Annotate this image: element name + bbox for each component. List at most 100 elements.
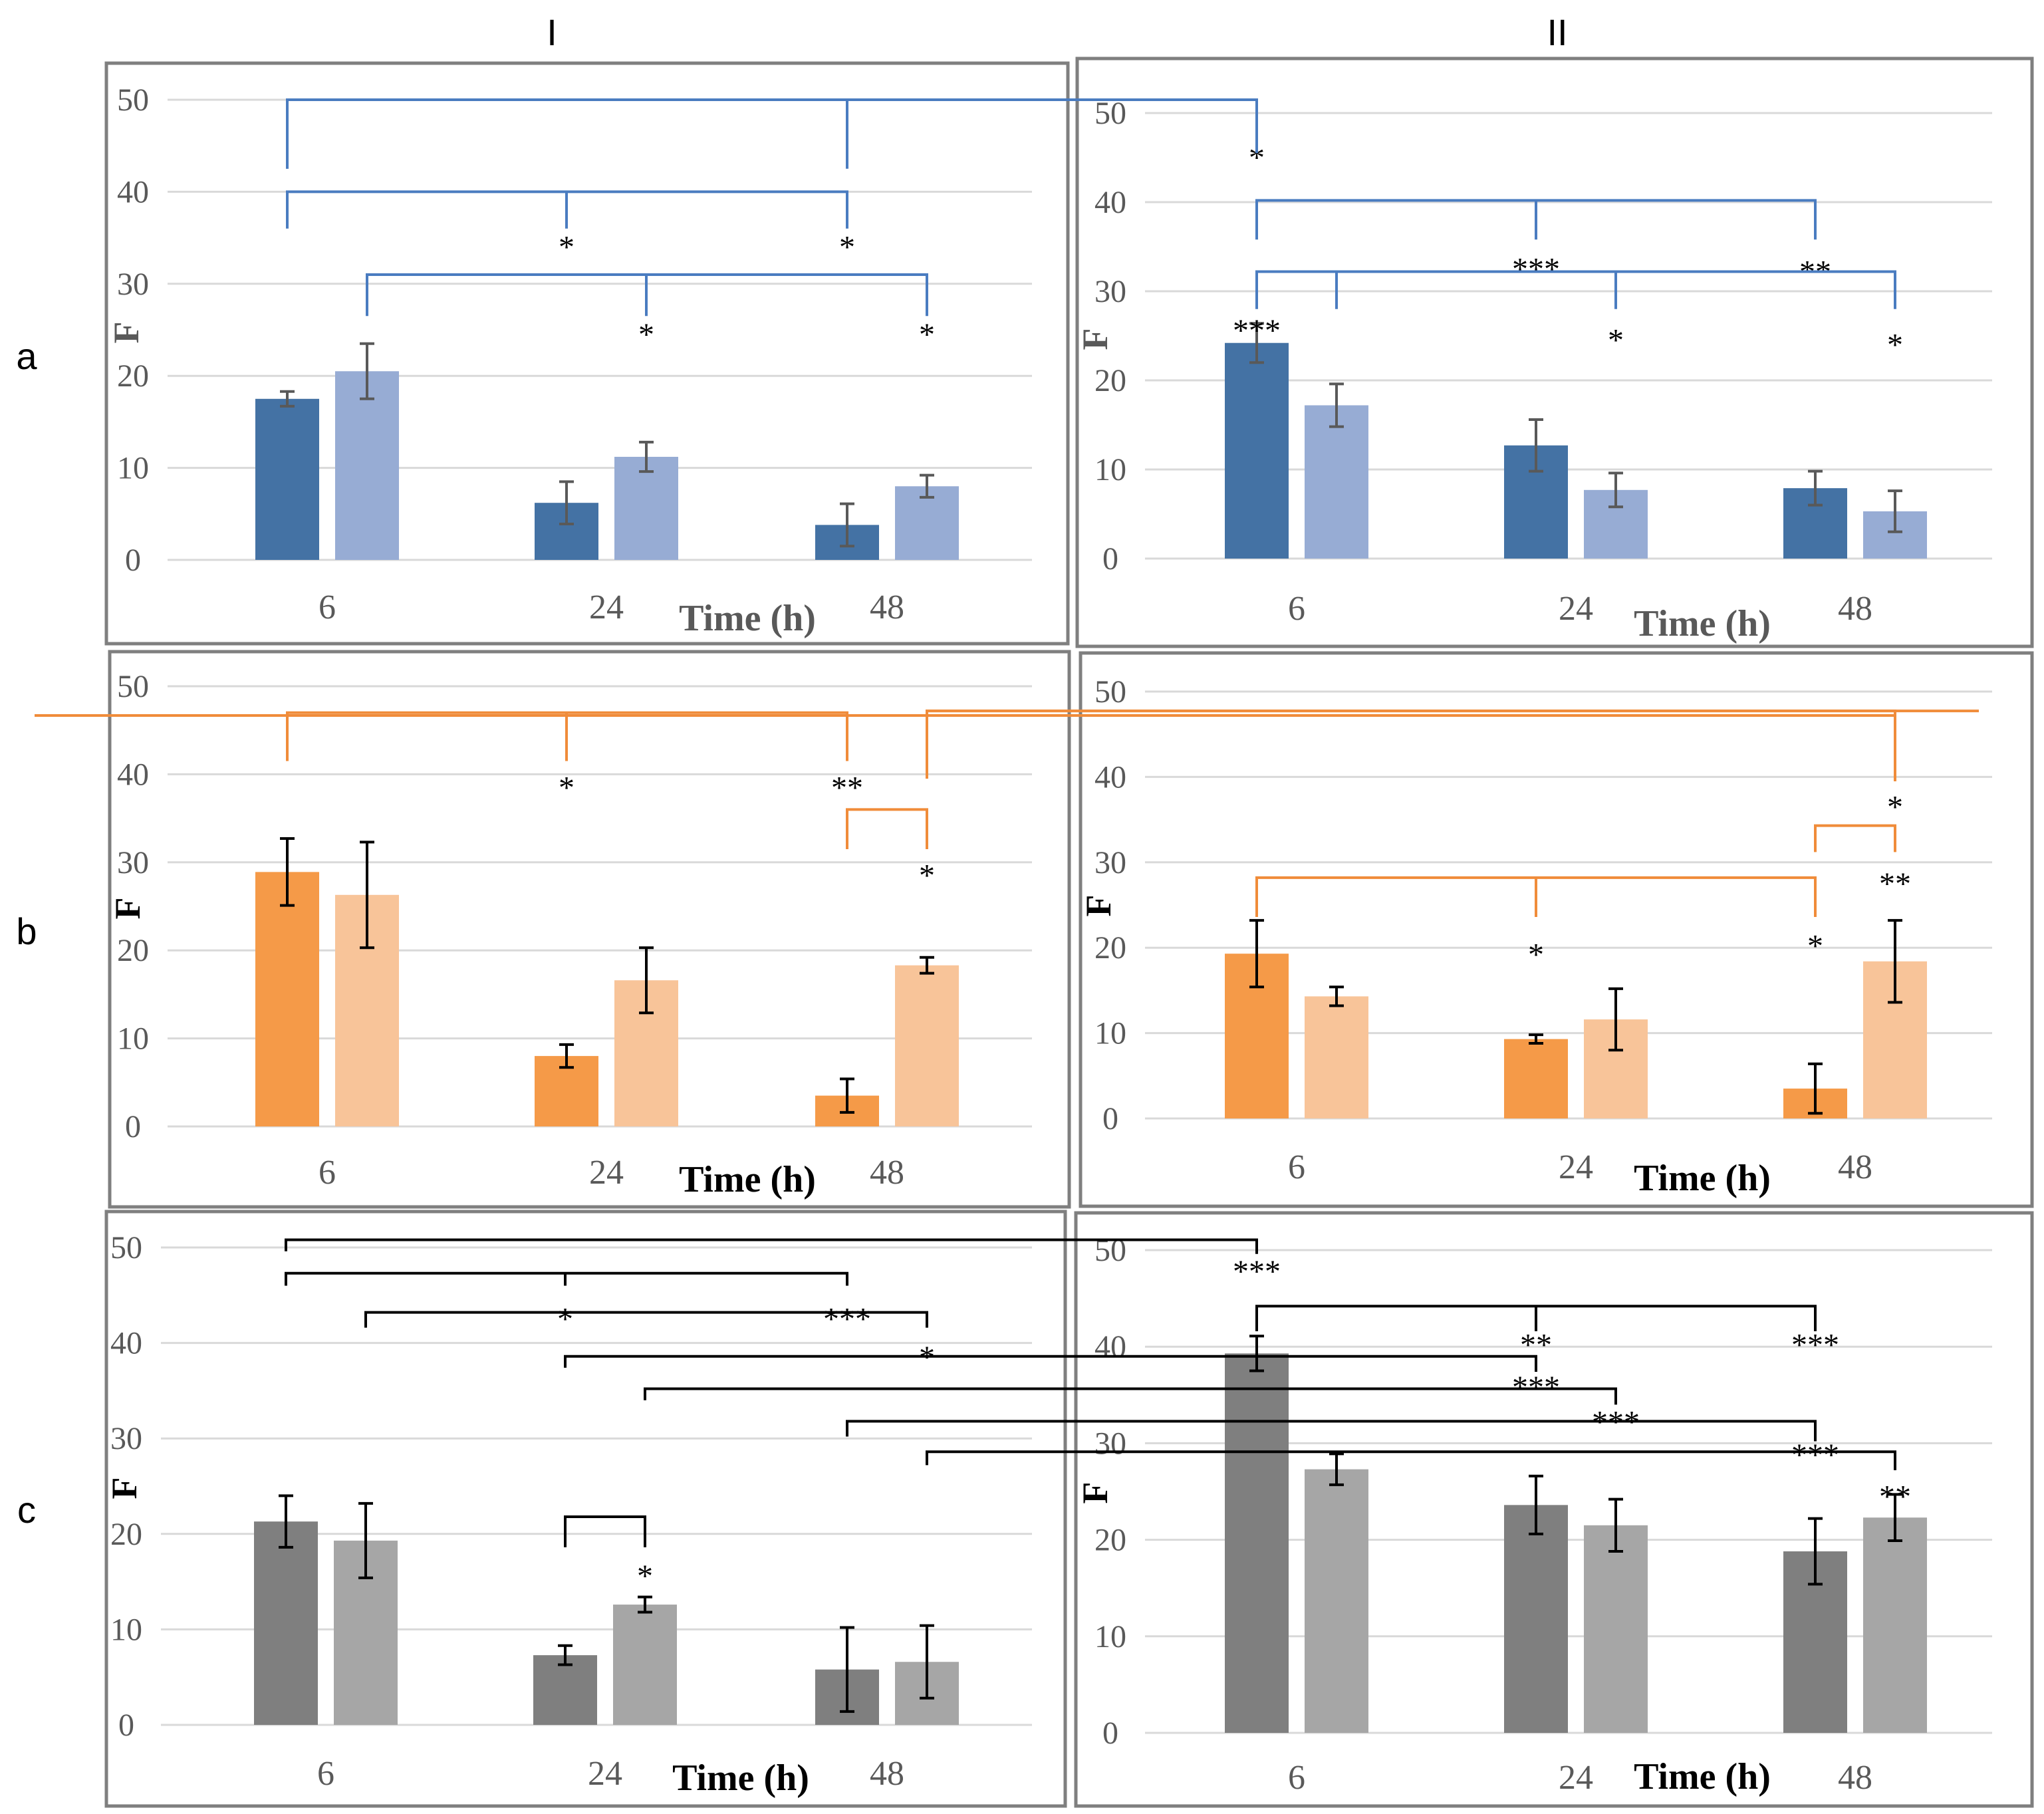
x-tick-label: 24	[1559, 590, 1593, 628]
y-tick-label: 20	[117, 933, 149, 968]
significance-label: ***	[1512, 252, 1560, 287]
significance-label: **	[831, 770, 863, 805]
significance-label: *	[638, 317, 654, 352]
significance-label: *	[919, 858, 935, 894]
significance-bracket-cross-c	[644, 1387, 1617, 1405]
error-bar	[358, 1501, 373, 1579]
significance-label: *	[559, 770, 575, 805]
row-label-c: c	[17, 1489, 36, 1531]
significance-bracket-cross-c	[846, 1420, 1817, 1442]
bar-light-24	[614, 456, 678, 560]
y-tick-label: 50	[1094, 674, 1126, 710]
error-bar	[1249, 1335, 1264, 1372]
x-axis-title: Time (h)	[672, 1757, 809, 1799]
significance-bracket	[286, 190, 848, 229]
bar-dark-6	[255, 398, 319, 560]
bar-light-6	[335, 371, 399, 560]
error-bar	[279, 1494, 293, 1549]
error-bar	[1888, 919, 1902, 1004]
bar-light-48	[895, 965, 959, 1126]
y-tick-label: 10	[117, 451, 149, 486]
y-tick-label: 10	[1094, 1619, 1126, 1654]
significance-bracket	[1255, 1305, 1817, 1331]
significance-label: **	[1879, 866, 1911, 902]
error-bar	[639, 946, 654, 1015]
y-tick-label: 50	[1094, 96, 1126, 131]
x-tick-label: 48	[1838, 1759, 1872, 1797]
significance-label: *	[839, 229, 855, 265]
significance-label: *	[919, 317, 935, 352]
significance-bracket	[286, 98, 848, 169]
x-tick-label: 24	[588, 1755, 622, 1793]
y-tick-label: 20	[1094, 1523, 1126, 1558]
x-tick-label: 24	[1559, 1759, 1593, 1797]
y-tick-label: 30	[117, 845, 149, 880]
error-bar	[1608, 471, 1623, 509]
error-bar	[1249, 919, 1264, 989]
significance-bracket-cross-a	[286, 98, 1258, 169]
column-header-II: II	[1547, 11, 1567, 53]
error-bar	[559, 480, 574, 526]
error-bar	[840, 1626, 854, 1713]
significance-label: *	[1608, 323, 1624, 358]
x-tick-label: 48	[870, 1755, 904, 1793]
y-axis-title: F	[1079, 895, 1118, 917]
y-tick-label: 40	[1094, 759, 1126, 795]
significance-label: *	[1887, 789, 1903, 825]
x-axis-title: Time (h)	[1634, 603, 1771, 644]
significance-bracket	[564, 1515, 646, 1547]
error-bar	[1888, 489, 1902, 533]
significance-bracket	[366, 273, 928, 317]
significance-bracket	[364, 1311, 928, 1328]
y-tick-label: 50	[117, 82, 149, 118]
significance-label: ***	[1233, 313, 1281, 348]
y-tick-label: 30	[1094, 1426, 1126, 1461]
significance-bracket-cross-c	[926, 1450, 1896, 1471]
significance-bracket-cross-c	[564, 1355, 1537, 1372]
x-axis-title: Time (h)	[679, 598, 816, 639]
y-tick-label: 20	[1094, 363, 1126, 398]
y-tick-label: 10	[110, 1612, 142, 1647]
y-tick-label: 30	[117, 267, 149, 302]
y-axis-title: F	[104, 1478, 144, 1499]
panel-border	[1075, 57, 2034, 648]
x-axis-title: Time (h)	[1634, 1158, 1771, 1199]
y-tick-label: 10	[1094, 1016, 1126, 1051]
significance-label: *	[559, 229, 575, 265]
column-header-I: I	[547, 11, 557, 53]
y-tick-label: 0	[1102, 541, 1118, 577]
x-tick-label: 48	[870, 588, 904, 626]
y-tick-label: 10	[117, 1021, 149, 1057]
error-bar	[559, 1043, 574, 1069]
significance-label: ***	[1233, 1254, 1281, 1289]
y-tick-label: 0	[125, 1109, 141, 1144]
bar-dark-6	[1225, 1353, 1289, 1733]
y-tick-label: 0	[125, 543, 141, 578]
significance-bracket	[1814, 824, 1896, 852]
significance-label: *	[637, 1559, 653, 1594]
row-label-a: a	[16, 335, 37, 377]
y-axis-title: F	[1075, 1482, 1115, 1504]
x-axis-title: Time (h)	[679, 1159, 816, 1200]
error-bar	[1329, 985, 1344, 1007]
y-tick-label: 0	[118, 1708, 134, 1743]
x-tick-label: 6	[1288, 1759, 1305, 1797]
x-tick-label: 24	[1559, 1148, 1593, 1186]
error-bar	[1329, 1452, 1344, 1486]
error-bar	[920, 1624, 934, 1700]
x-tick-label: 24	[589, 588, 624, 626]
y-tick-label: 40	[110, 1326, 142, 1361]
significance-bracket-cross-c	[285, 1238, 1258, 1254]
y-tick-label: 50	[110, 1230, 142, 1265]
x-tick-label: 48	[1838, 1148, 1872, 1186]
significance-bracket-cross-b	[926, 710, 1896, 781]
panel-border	[108, 650, 1071, 1209]
y-tick-label: 50	[117, 669, 149, 704]
significance-bracket	[1255, 270, 1896, 309]
error-bar	[558, 1644, 573, 1666]
y-tick-label: 40	[1094, 185, 1126, 220]
